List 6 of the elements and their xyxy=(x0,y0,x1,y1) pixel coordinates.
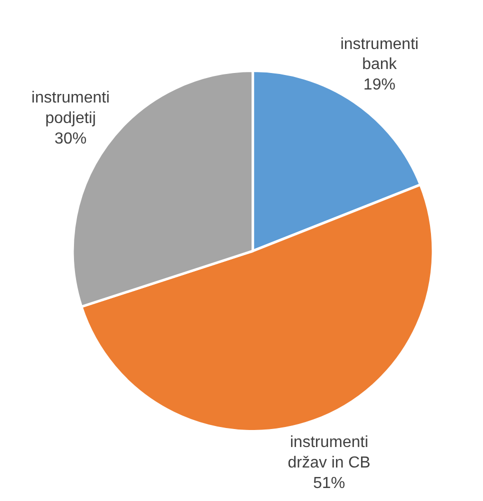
data-label: 51% xyxy=(313,474,346,492)
slice-label: instrumenti držav in CB xyxy=(288,434,370,472)
slice-label: instrumenti bank xyxy=(340,36,419,74)
slice-label: instrumenti podjetij xyxy=(31,90,110,128)
data-label: 19% xyxy=(363,76,396,94)
data-label: 30% xyxy=(54,130,87,148)
